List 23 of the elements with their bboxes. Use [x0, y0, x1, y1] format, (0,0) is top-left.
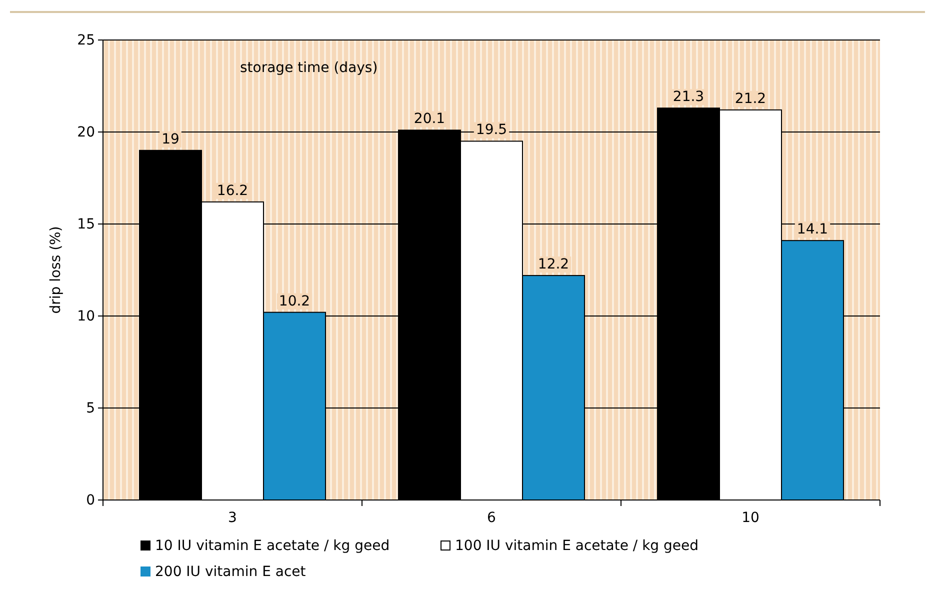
data-label: 19	[162, 131, 180, 148]
y-tick-label: 25	[77, 32, 95, 48]
x-axis-title: storage time (days)	[240, 60, 378, 76]
data-label: 21.2	[734, 90, 766, 107]
x-tick-label: 3	[228, 510, 237, 526]
legend-label: 200 IU vitamin E acet	[155, 564, 306, 580]
y-axis-title: drip loss (%)	[48, 226, 64, 314]
data-label: 19.5	[476, 122, 508, 138]
y-tick-label: 5	[86, 400, 95, 416]
x-tick-label: 10	[742, 510, 760, 526]
y-tick-label: 0	[86, 492, 95, 508]
data-label: 14.1	[796, 222, 828, 238]
data-label: 10.2	[278, 293, 310, 310]
x-tick-label: 6	[487, 510, 496, 526]
legend-label: 100 IU vitamin E acetate / kg geed	[455, 538, 699, 554]
y-tick-label: 10	[77, 308, 95, 324]
y-tick-label: 15	[77, 216, 95, 232]
data-label: 16.2	[216, 182, 248, 199]
data-label: 21.3	[672, 89, 704, 106]
data-label: 20.1	[414, 111, 446, 128]
data-label: 12.2	[538, 256, 570, 273]
legend-label: 10 IU vitamin E acetate / kg geed	[155, 538, 390, 554]
y-tick-label: 20	[77, 124, 95, 140]
